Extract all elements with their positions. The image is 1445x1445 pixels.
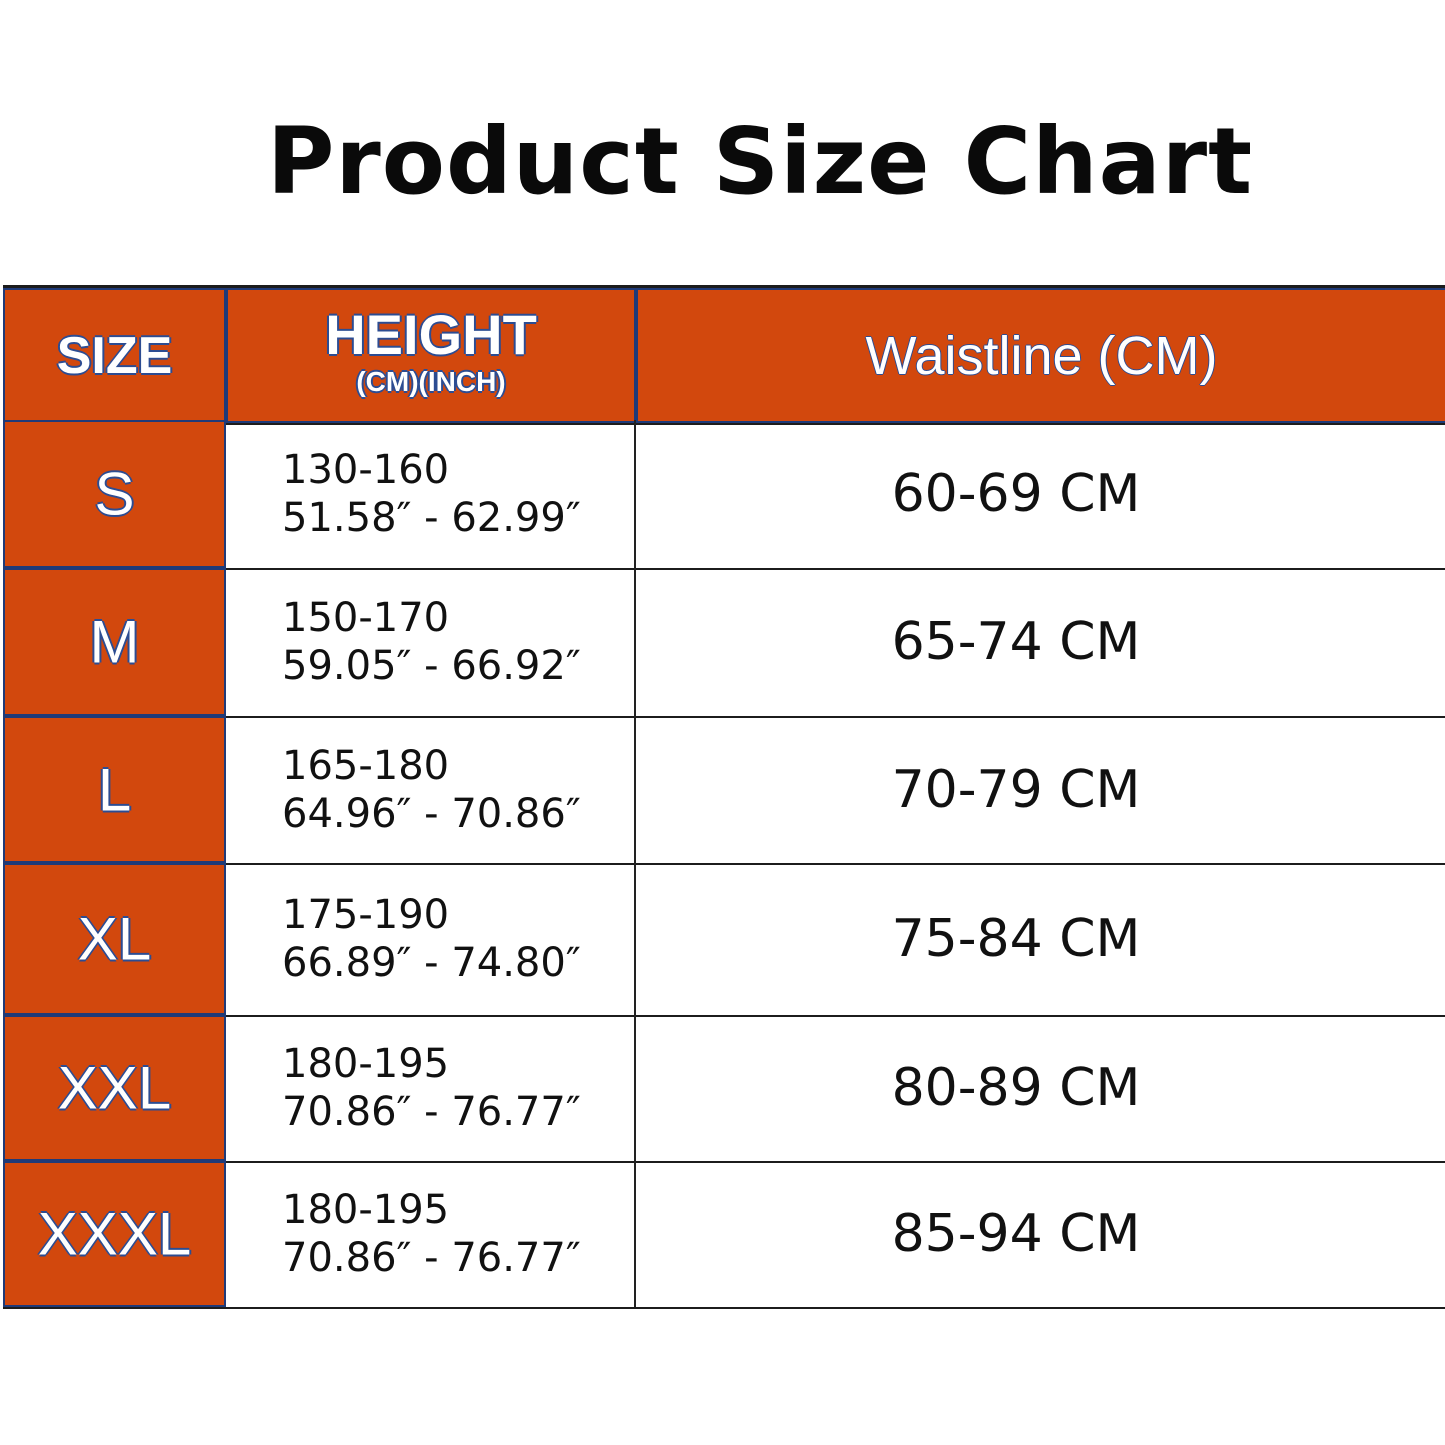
page-title: Product Size Chart	[266, 108, 1254, 215]
header-height-units: (CM)(INCH)	[356, 366, 506, 397]
table-row: XXXL 180-195 70.86″ - 76.77″ 85-94 CM	[3, 1161, 1445, 1309]
header-height-cell: HEIGHT (CM)(INCH)	[226, 288, 636, 423]
waistline-cell: 75-84 CM	[636, 863, 1445, 1015]
size-label: S	[94, 460, 135, 528]
table-header-row: SIZE HEIGHT (CM)(INCH) Waistline (CM)	[3, 285, 1445, 425]
height-inch: 66.89″ - 74.80″	[282, 940, 581, 986]
table-row: M 150-170 59.05″ - 66.92″ 65-74 CM	[3, 568, 1445, 718]
waistline-cell: 70-79 CM	[636, 716, 1445, 863]
waistline-value: 85-94 CM	[891, 1204, 1141, 1264]
header-height: HEIGHT	[325, 303, 537, 366]
height-inch: 59.05″ - 66.92″	[282, 643, 581, 689]
header-waistline-cell: Waistline (CM)	[636, 288, 1445, 423]
size-cell: XXXL	[3, 1161, 226, 1307]
height-cell: 175-190 66.89″ - 74.80″	[226, 863, 636, 1015]
height-inch: 70.86″ - 76.77″	[282, 1089, 581, 1135]
height-cm: 150-170	[282, 595, 450, 641]
size-label: L	[97, 756, 132, 823]
height-inch: 51.58″ - 62.99″	[282, 495, 581, 541]
height-cell: 165-180 64.96″ - 70.86″	[226, 716, 636, 863]
height-cm: 180-195	[282, 1041, 450, 1087]
height-inch: 70.86″ - 76.77″	[282, 1235, 581, 1281]
height-cm: 130-160	[282, 447, 450, 493]
height-cell: 180-195 70.86″ - 76.77″	[226, 1015, 636, 1161]
waistline-value: 65-74 CM	[891, 612, 1141, 672]
waistline-value: 80-89 CM	[891, 1058, 1141, 1118]
waistline-cell: 80-89 CM	[636, 1015, 1445, 1161]
table-row: XXL 180-195 70.86″ - 76.77″ 80-89 CM	[3, 1015, 1445, 1163]
size-cell: XXL	[3, 1015, 226, 1161]
size-cell: M	[3, 568, 226, 716]
height-inch: 64.96″ - 70.86″	[282, 790, 581, 837]
size-cell: S	[3, 420, 226, 568]
waistline-value: 75-84 CM	[891, 909, 1141, 969]
height-cm: 175-190	[282, 892, 450, 938]
size-label: XXXL	[37, 1200, 192, 1268]
size-cell: XL	[3, 863, 226, 1015]
waistline-cell: 85-94 CM	[636, 1161, 1445, 1307]
table-row: XL 175-190 66.89″ - 74.80″ 75-84 CM	[3, 863, 1445, 1017]
table-row: L 165-180 64.96″ - 70.86″ 70-79 CM	[3, 716, 1445, 865]
header-size: SIZE	[56, 326, 173, 385]
height-cm: 165-180	[282, 742, 450, 789]
waistline-value: 60-69 CM	[891, 464, 1141, 524]
table-row: S 130-160 51.58″ - 62.99″ 60-69 CM	[3, 420, 1445, 570]
header-waistline: Waistline (CM)	[865, 325, 1218, 386]
size-cell: L	[3, 716, 226, 863]
height-cell: 180-195 70.86″ - 76.77″	[226, 1161, 636, 1307]
header-size-cell: SIZE	[3, 288, 226, 423]
height-cell: 150-170 59.05″ - 66.92″	[226, 568, 636, 716]
size-label: M	[89, 608, 140, 676]
height-cm: 180-195	[282, 1187, 450, 1233]
size-label: XL	[77, 905, 152, 973]
size-label: XXL	[57, 1054, 172, 1122]
waistline-value: 70-79 CM	[891, 759, 1141, 820]
waistline-cell: 60-69 CM	[636, 420, 1445, 568]
height-cell: 130-160 51.58″ - 62.99″	[226, 420, 636, 568]
waistline-cell: 65-74 CM	[636, 568, 1445, 716]
